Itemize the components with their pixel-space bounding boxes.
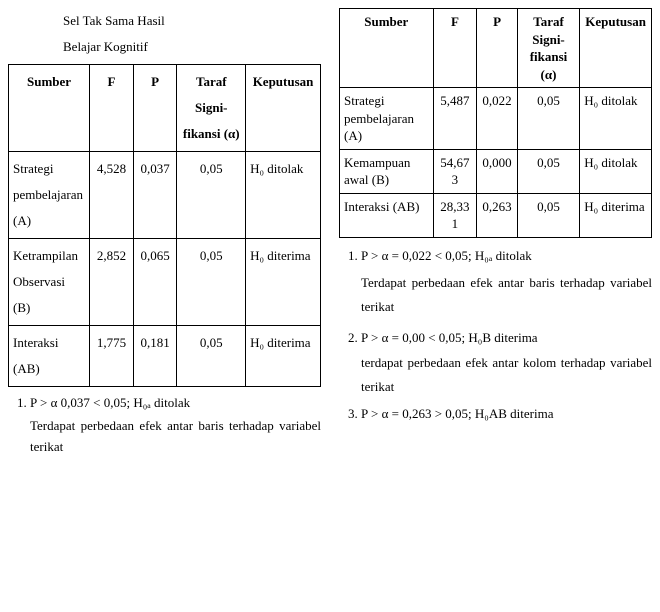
right-note-2-head: P > α = 0,00 < 0,05; H₀B diterima — [361, 330, 538, 345]
cell-p: 0,022 — [477, 88, 518, 150]
table-row: Ketrampilan Observasi (B) 2,852 0,065 0,… — [9, 239, 321, 326]
right-column: Sumber F P Taraf Signi-fikansi (α) Keput… — [339, 8, 652, 463]
right-table: Sumber F P Taraf Signi-fikansi (α) Keput… — [339, 8, 652, 238]
col-p: P — [133, 65, 177, 152]
cell-taraf: 0,05 — [517, 193, 579, 237]
table-row: Interaksi (AB) 28,331 0,263 0,05 H₀ dite… — [340, 193, 652, 237]
left-column: Sel Tak Sama Hasil Belajar Kognitif Sumb… — [8, 8, 321, 463]
cell-kep: H₀ ditolak — [246, 152, 321, 239]
cell-p: 0,181 — [133, 326, 177, 387]
right-note-1-body: Terdapat perbedaan efek antar baris terh… — [361, 271, 652, 320]
left-note-1: P > α 0,037 < 0,05; H₀ₐ ditolak — [30, 393, 321, 414]
cell-f: 1,775 — [90, 326, 134, 387]
pre-title-line1: Sel Tak Sama Hasil — [63, 13, 165, 28]
cell-sumber: Interaksi (AB) — [340, 193, 434, 237]
right-note-3: P > α = 0,263 > 0,05; H₀AB diterima — [361, 402, 652, 427]
pre-title-line2: Belajar Kognitif — [63, 39, 148, 54]
table-row: Strategi pembelajaran (A) 4,528 0,037 0,… — [9, 152, 321, 239]
col-f: F — [90, 65, 134, 152]
cell-f: 2,852 — [90, 239, 134, 326]
right-notes-list: P > α = 0,022 < 0,05; H₀ₐ ditolak — [339, 244, 652, 269]
table-row: Interaksi (AB) 1,775 0,181 0,05 H₀ diter… — [9, 326, 321, 387]
cell-sumber: Kemampuan awal (B) — [340, 149, 434, 193]
cell-sumber: Strategi pembelajaran (A) — [340, 88, 434, 150]
cell-kep: H₀ ditolak — [580, 88, 652, 150]
cell-sumber: Strategi pembelajaran (A) — [9, 152, 90, 239]
cell-f: 28,331 — [433, 193, 477, 237]
col-keputusan: Keputusan — [246, 65, 321, 152]
left-pre-title: Sel Tak Sama Hasil Belajar Kognitif — [8, 8, 321, 60]
cell-sumber: Interaksi (AB) — [9, 326, 90, 387]
cell-f: 5,487 — [433, 88, 477, 150]
cell-f: 54,673 — [433, 149, 477, 193]
right-note-2-body: terdapat perbedaan efek antar kolom terh… — [361, 351, 652, 400]
col-p: P — [477, 9, 518, 88]
cell-taraf: 0,05 — [177, 152, 246, 239]
cell-kep: H₀ diterima — [580, 193, 652, 237]
table-header-row: Sumber F P Taraf Signi-fikansi (α) Keput… — [9, 65, 321, 152]
table-header-row: Sumber F P Taraf Signi-fikansi (α) Keput… — [340, 9, 652, 88]
col-sumber: Sumber — [9, 65, 90, 152]
cell-kep: H₀ diterima — [246, 239, 321, 326]
right-note-1: P > α = 0,022 < 0,05; H₀ₐ ditolak — [361, 244, 652, 269]
cell-kep: H₀ ditolak — [580, 149, 652, 193]
right-note-2: P > α = 0,00 < 0,05; H₀B diterima terdap… — [361, 326, 652, 400]
col-f: F — [433, 9, 477, 88]
cell-f: 4,528 — [90, 152, 134, 239]
col-sumber: Sumber — [340, 9, 434, 88]
cell-taraf: 0,05 — [177, 239, 246, 326]
left-table: Sumber F P Taraf Signi-fikansi (α) Keput… — [8, 64, 321, 387]
cell-sumber: Ketrampilan Observasi (B) — [9, 239, 90, 326]
right-notes-list-2: P > α = 0,00 < 0,05; H₀B diterima terdap… — [339, 326, 652, 427]
cell-p: 0,000 — [477, 149, 518, 193]
col-taraf: Taraf Signi-fikansi (α) — [517, 9, 579, 88]
cell-taraf: 0,05 — [517, 149, 579, 193]
cell-kep: H₀ diterima — [246, 326, 321, 387]
left-note-1-body: Terdapat perbedaan efek antar baris terh… — [30, 416, 321, 458]
cell-p: 0,065 — [133, 239, 177, 326]
cell-p: 0,037 — [133, 152, 177, 239]
col-taraf: Taraf Signi-fikansi (α) — [177, 65, 246, 152]
cell-taraf: 0,05 — [517, 88, 579, 150]
table-row: Kemampuan awal (B) 54,673 0,000 0,05 H₀ … — [340, 149, 652, 193]
table-row: Strategi pembelajaran (A) 5,487 0,022 0,… — [340, 88, 652, 150]
cell-taraf: 0,05 — [177, 326, 246, 387]
cell-p: 0,263 — [477, 193, 518, 237]
left-notes-list: P > α 0,037 < 0,05; H₀ₐ ditolak — [8, 393, 321, 414]
col-keputusan: Keputusan — [580, 9, 652, 88]
